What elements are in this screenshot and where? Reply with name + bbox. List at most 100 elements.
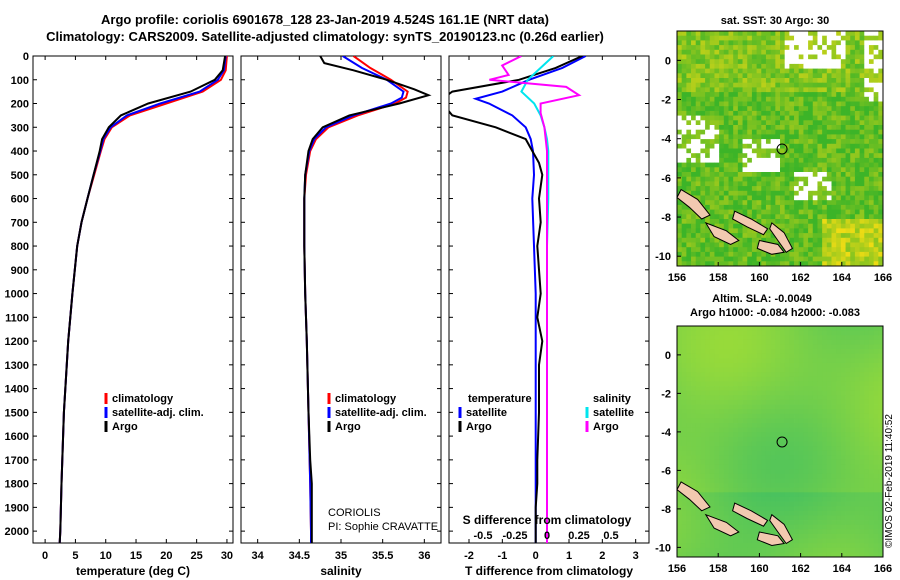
sla-cell xyxy=(798,376,804,382)
sst-cell xyxy=(728,242,734,248)
sla-cell xyxy=(873,552,879,558)
sst-cell xyxy=(873,143,879,149)
sst-cell xyxy=(728,251,734,257)
sst-cell xyxy=(817,190,823,196)
sla-cell xyxy=(798,399,804,405)
sst-cell xyxy=(761,125,767,131)
sst-cell xyxy=(705,110,711,116)
sst-cell xyxy=(709,115,715,121)
sla-cell xyxy=(826,469,832,475)
sla-cell xyxy=(761,353,767,359)
sst-cell xyxy=(808,63,814,69)
sla-cell xyxy=(822,473,828,479)
sst-cell xyxy=(695,115,701,121)
sla-cell xyxy=(770,547,776,553)
sst-cell xyxy=(747,49,753,55)
sla-cell xyxy=(868,469,875,475)
sst-cell xyxy=(859,87,865,93)
sla-cell xyxy=(836,515,842,521)
sla-cell xyxy=(780,547,786,553)
sla-cell xyxy=(854,409,860,415)
sla-cell xyxy=(780,404,786,410)
sla-cell xyxy=(798,510,804,516)
sst-cell xyxy=(831,251,837,257)
sst-cell xyxy=(705,129,711,135)
sst-cell xyxy=(747,45,753,51)
sst-cell xyxy=(709,209,715,215)
sst-cell xyxy=(728,31,734,37)
sla-cell xyxy=(765,335,772,341)
sla-cell xyxy=(845,469,851,475)
sst-cell xyxy=(765,59,772,65)
sst-cell xyxy=(808,162,814,168)
sla-cell xyxy=(868,455,875,461)
sla-cell xyxy=(681,459,687,465)
sla-cell xyxy=(817,349,823,355)
sst-cell xyxy=(873,40,879,46)
sst-cell xyxy=(817,219,823,225)
sst-cell xyxy=(765,40,772,46)
sst-cell xyxy=(733,186,739,192)
sst-cell xyxy=(686,139,692,145)
sst-cell xyxy=(873,96,879,102)
sla-cell xyxy=(686,339,692,345)
sst-cell xyxy=(751,35,757,41)
sst_map-ytick-label: -4 xyxy=(661,134,672,146)
sst-cell xyxy=(789,233,795,239)
sst-cell xyxy=(831,176,837,182)
sst-cell xyxy=(854,186,860,192)
sst-cell xyxy=(761,153,767,159)
legend-label: Argo xyxy=(335,421,361,433)
sla-cell xyxy=(812,418,818,424)
sla-cell xyxy=(709,473,715,479)
sla-cell xyxy=(826,335,832,341)
sst-cell xyxy=(770,129,776,135)
sla-cell xyxy=(775,427,781,433)
sla-cell xyxy=(831,552,837,558)
sst-cell xyxy=(737,134,743,140)
sst-cell xyxy=(709,63,715,69)
sst-cell xyxy=(765,68,772,74)
sla-cell xyxy=(714,506,720,512)
sla-cell xyxy=(686,376,692,382)
sla-cell xyxy=(878,353,884,359)
sst-cell xyxy=(826,195,832,201)
sst-cell xyxy=(700,181,706,187)
sst-cell xyxy=(681,139,687,145)
sla-cell xyxy=(737,459,743,465)
sst-cell xyxy=(784,134,790,140)
sst-cell xyxy=(709,143,715,149)
sla-cell xyxy=(770,510,776,516)
sst-cell xyxy=(775,214,781,220)
sla-cell xyxy=(836,446,842,452)
sla-cell xyxy=(761,552,767,558)
sla-cell xyxy=(850,432,856,438)
sst-cell xyxy=(803,63,809,69)
sst-cell xyxy=(868,129,875,135)
sla-cell xyxy=(714,455,720,461)
sla-cell xyxy=(700,543,706,549)
sla-cell xyxy=(751,492,757,498)
sla-cell xyxy=(784,335,790,341)
sla-cell xyxy=(775,399,781,405)
sst-cell xyxy=(765,157,772,163)
sla-cell xyxy=(780,446,786,452)
sla-cell xyxy=(723,367,729,373)
sla-cell xyxy=(840,524,846,530)
sst-cell xyxy=(686,125,692,131)
sla-cell xyxy=(733,413,739,419)
sst-cell xyxy=(686,233,692,239)
sla-cell xyxy=(831,376,837,382)
sla-cell xyxy=(761,418,767,424)
series-line-s-argo xyxy=(489,56,582,543)
sst-cell xyxy=(784,214,790,220)
sla-cell xyxy=(798,436,804,442)
sla-cell xyxy=(798,455,804,461)
sla-cell xyxy=(705,330,711,336)
sla-cell xyxy=(864,432,870,438)
sla-cell xyxy=(719,409,725,415)
sla-cell xyxy=(803,339,809,345)
sla-cell xyxy=(742,344,748,350)
sst-cell xyxy=(859,40,865,46)
sst-cell xyxy=(714,237,720,243)
